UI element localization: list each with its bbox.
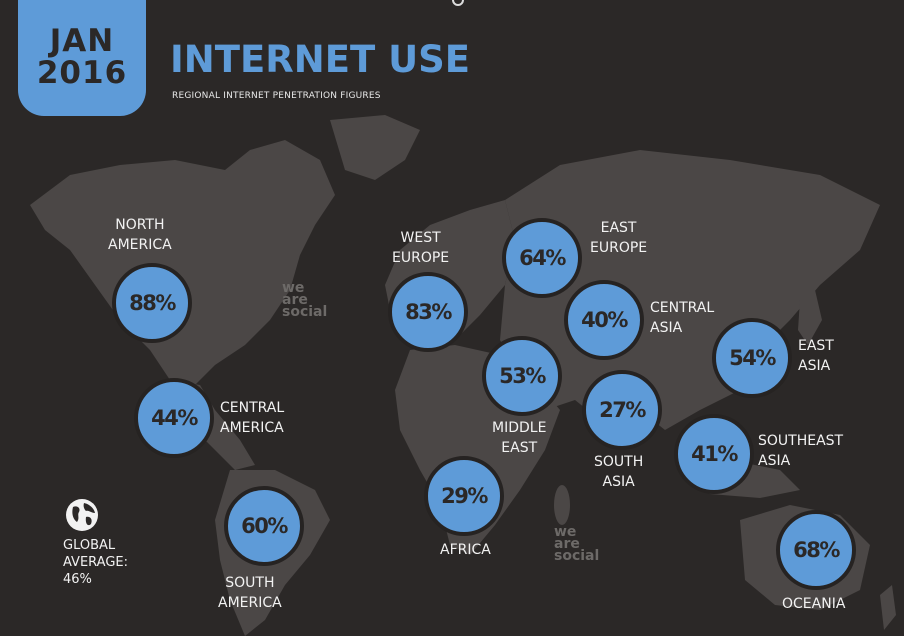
global-average-label: GLOBAL AVERAGE: 46% [63,537,128,588]
region-value: 40% [581,308,628,332]
watermark-logo: we are social [282,280,328,320]
watermark-logo: we are social [554,524,600,564]
region-value: 88% [129,291,176,315]
region-bubble-middle-east: 53% [482,336,562,416]
camera-icon [452,0,464,6]
land-new-zealand [880,585,896,630]
region-bubble-west-europe: 83% [388,272,468,352]
region-label-south-america: SOUTH AMERICA [218,575,282,611]
global-average-value: 46% [63,572,92,587]
region-value: 83% [405,300,452,324]
region-label-east-asia: EAST ASIA [798,338,834,374]
region-value: 41% [691,442,738,466]
region-bubble-south-asia: 27% [582,370,662,450]
region-value: 53% [499,364,546,388]
region-label-east-europe: EAST EUROPE [590,220,648,256]
region-value: 64% [519,246,566,270]
land-greenland [330,115,420,180]
region-bubble-east-europe: 64% [502,218,582,298]
page-title: INTERNET USE [170,38,471,81]
region-bubble-central-america: 44% [134,378,214,458]
globe-icon [66,499,98,531]
region-bubble-southeast-asia: 41% [674,414,754,494]
region-label-south-asia: SOUTH ASIA [594,454,644,490]
region-value: 27% [599,398,646,422]
region-bubble-africa: 29% [424,456,504,536]
region-value: 44% [151,406,198,430]
region-label-north-america: NORTH AMERICA [108,217,172,253]
date-month: JAN [49,23,115,59]
region-value: 29% [441,484,488,508]
region-bubble-central-asia: 40% [564,280,644,360]
region-label-middle-east: MIDDLE EAST [492,420,547,456]
region-value: 68% [793,538,840,562]
region-label-oceania: OCEANIA [782,596,846,612]
land-north-america [30,140,335,385]
date-badge: JAN 2016 [18,0,146,116]
land-asia [500,150,880,445]
region-label-central-asia: CENTRAL ASIA [650,300,715,336]
region-value: 60% [241,514,288,538]
region-label-southeast-asia: SOUTHEAST ASIA [758,433,844,469]
region-value: 54% [729,346,776,370]
region-bubble-oceania: 68% [776,510,856,590]
region-bubble-south-america: 60% [224,486,304,566]
land-madagascar [554,485,570,525]
region-label-central-america: CENTRAL AMERICA [220,400,285,436]
date-year: 2016 [36,55,128,91]
region-bubble-east-asia: 54% [712,318,792,398]
page-subtitle: REGIONAL INTERNET PENETRATION FIGURES [172,91,381,101]
global-average-line1: GLOBAL [63,538,116,553]
region-label-africa: AFRICA [440,542,491,558]
global-average-line2: AVERAGE: [63,555,129,570]
region-bubble-north-america: 88% [112,263,192,343]
land-japan [798,290,822,345]
region-label-west-europe: WEST EUROPE [392,230,450,266]
